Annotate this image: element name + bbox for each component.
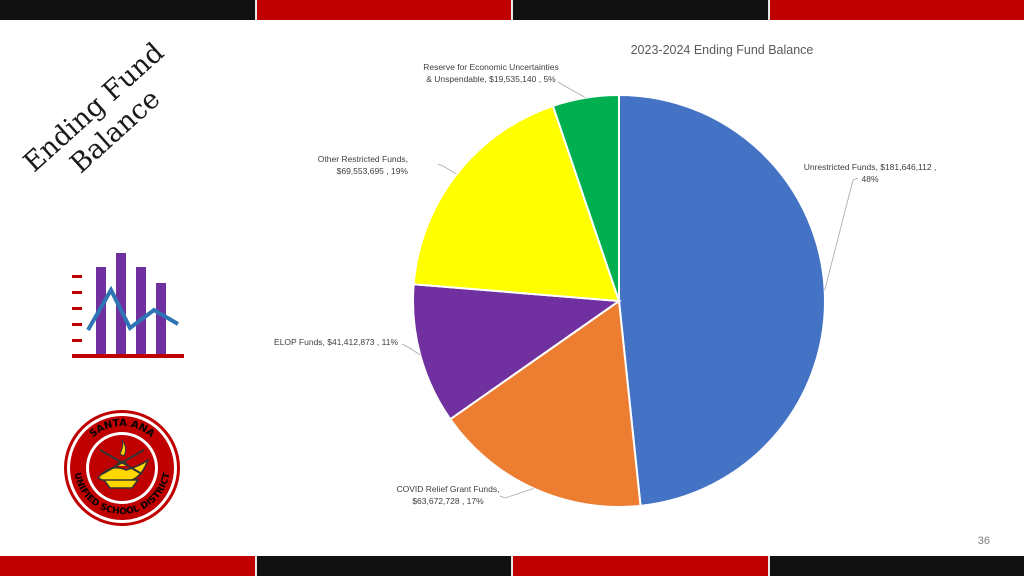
slice-label-1: Unrestricted Funds, $181,646,112 , 48%	[804, 162, 937, 184]
district-logo: SANTA ANA UNIFIED SCHOOL DISTRICT	[64, 410, 180, 526]
leader-line-4	[437, 163, 457, 175]
pie-slice-1	[618, 93, 826, 507]
slice-label-2: COVID Relief Grant Funds, $63,672,728 , 1…	[397, 484, 500, 506]
leader-line-1	[824, 177, 859, 291]
bottom-color-band	[0, 556, 1024, 576]
leader-line-2	[499, 488, 534, 499]
lamp-icon	[96, 439, 150, 489]
leader-line-5	[557, 81, 586, 99]
page-number: 36	[977, 535, 990, 547]
pie-slice-5	[551, 93, 620, 302]
slice-label-4: Other Restricted Funds, $69,553,695 , 19%	[318, 154, 409, 176]
slice-label-3: ELOP Funds, $41,412,873 , 11%	[274, 337, 398, 347]
chart-title: 2023-2024 Ending Fund Balance	[631, 43, 814, 57]
bar-chart-icon	[72, 253, 184, 358]
fund-balance-pie-chart: 2023-2024 Ending Fund Balance Unrestrict…	[274, 43, 937, 508]
pie-slice-2	[448, 299, 642, 508]
pie-slice-4	[412, 104, 621, 303]
slice-label-5: Reserve for Economic Uncertainties & Unsp…	[423, 62, 559, 84]
top-color-band	[0, 0, 1024, 20]
page-title: Ending Fund Balance	[13, 33, 197, 208]
leader-line-3	[401, 343, 421, 356]
